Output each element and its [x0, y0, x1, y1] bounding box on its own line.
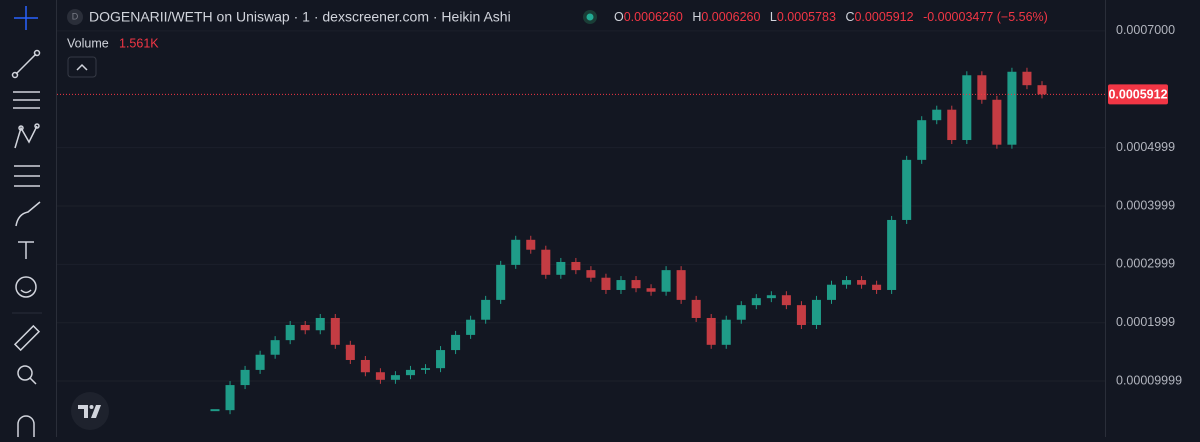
candle	[451, 334, 461, 351]
candle	[466, 319, 476, 335]
candle	[826, 284, 837, 300]
candle	[736, 305, 746, 320]
candle	[631, 280, 641, 289]
text-tool[interactable]	[18, 241, 34, 259]
y-tick-label: 0.0001999	[1116, 315, 1175, 329]
fib-tool[interactable]	[13, 91, 40, 109]
collapse-button[interactable]	[67, 56, 97, 78]
trend-line-tool[interactable]	[11, 49, 41, 79]
y-tick-label: 0.0002999	[1116, 257, 1175, 271]
ohlc: O0.0006260 H0.0006260 L0.0005783 C0.0005…	[614, 10, 1048, 24]
candle	[1007, 71, 1017, 145]
candle	[1022, 71, 1032, 86]
volume-label: Volume	[67, 36, 109, 50]
prediction-tool[interactable]	[14, 165, 40, 187]
y-tick-label: 0.00009999	[1116, 373, 1182, 387]
candle	[947, 109, 957, 141]
candle	[646, 288, 656, 292]
crosshair-tool[interactable]	[14, 6, 38, 30]
candle	[661, 270, 671, 292]
status-dot	[586, 13, 594, 21]
candle	[601, 277, 611, 290]
candle	[270, 340, 280, 355]
candle	[405, 369, 415, 376]
candle	[751, 298, 761, 306]
pattern-tool[interactable]	[14, 123, 40, 149]
candle	[240, 369, 250, 386]
volume-value: 1.561K	[119, 36, 159, 50]
candle	[300, 324, 310, 331]
y-tick-label: 0.0004999	[1116, 140, 1175, 154]
chart-title: DOGENARII/WETH on Uniswap · 1 · dexscree…	[89, 9, 511, 25]
candle	[781, 295, 791, 306]
candle	[345, 344, 355, 360]
toolbar	[11, 0, 57, 437]
candle	[917, 120, 927, 160]
candle	[766, 295, 776, 299]
ruler-tool[interactable]	[13, 324, 41, 352]
low-label: L	[770, 10, 777, 24]
tradingview-logo[interactable]	[71, 392, 109, 430]
candle	[842, 280, 852, 285]
candle	[902, 159, 912, 220]
change-value: -0.00003477 (−5.56%)	[923, 10, 1048, 24]
candle	[992, 99, 1002, 145]
candle	[796, 305, 806, 325]
y-tick-label: 0.0007000	[1116, 23, 1175, 37]
candle	[315, 317, 325, 331]
candle	[857, 280, 867, 285]
candle	[887, 219, 897, 290]
candle	[496, 264, 506, 300]
candle	[571, 261, 581, 271]
last-price-label: 0.0005912	[1108, 88, 1167, 102]
symbol-badge-bg	[67, 9, 83, 25]
candle	[556, 261, 566, 275]
candle	[255, 354, 265, 370]
candle	[932, 109, 942, 121]
zoom-tool[interactable]	[17, 365, 37, 385]
candle	[541, 249, 551, 275]
close-label: C	[845, 10, 854, 24]
candle	[721, 319, 731, 345]
candle	[526, 239, 536, 250]
candle	[977, 75, 987, 100]
candle	[676, 270, 686, 300]
magnet-tool[interactable]	[17, 415, 35, 437]
candle	[375, 372, 385, 380]
candle	[691, 299, 701, 318]
candle	[210, 409, 220, 412]
open-label: O	[614, 10, 624, 24]
candle	[285, 324, 295, 341]
candle	[511, 239, 521, 265]
candle	[420, 368, 431, 370]
low-value: 0.0005783	[777, 10, 836, 24]
candle	[1037, 85, 1047, 95]
candle	[706, 317, 716, 345]
candle	[811, 299, 821, 325]
candle	[360, 359, 370, 373]
high-value: 0.0006260	[701, 10, 760, 24]
close-value: 0.0005912	[854, 10, 913, 24]
candle	[330, 317, 340, 345]
high-label: H	[692, 10, 701, 24]
candle	[436, 350, 446, 369]
candle	[390, 375, 400, 380]
candle	[481, 299, 491, 320]
symbol-badge: D	[72, 11, 79, 21]
candle	[616, 280, 626, 290]
brush-tool[interactable]	[15, 201, 41, 227]
emoji-tool[interactable]	[15, 276, 37, 298]
candle	[586, 270, 596, 278]
last-price-badge	[1108, 84, 1168, 105]
open-value: 0.0006260	[624, 10, 683, 24]
candle	[962, 75, 972, 141]
candle	[225, 385, 235, 411]
candle	[872, 284, 882, 290]
y-tick-label: 0.0003999	[1116, 198, 1175, 212]
